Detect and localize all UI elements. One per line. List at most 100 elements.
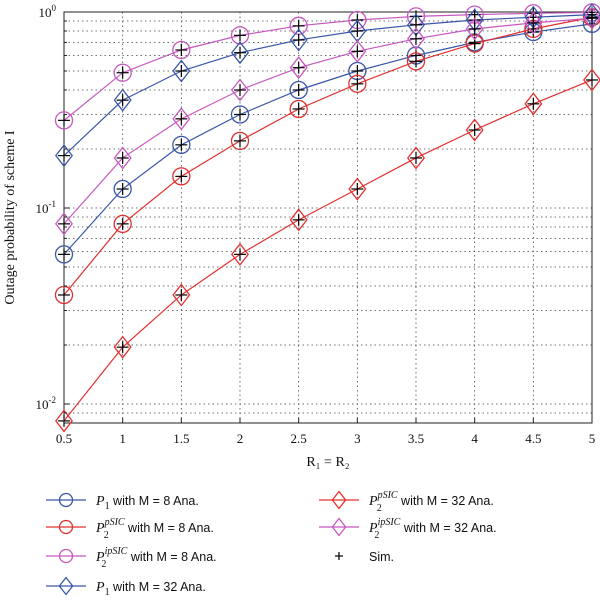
legend-label: PipSIC 2 with M = 32 Ana.	[368, 517, 497, 541]
circle-marker	[113, 214, 132, 234]
plus-marker	[292, 102, 305, 115]
plus-marker	[58, 248, 70, 261]
plus-marker	[527, 16, 540, 29]
diamond-marker	[230, 41, 250, 65]
legend-item: P1 with M = 32 Ana.	[46, 576, 206, 598]
circle-marker	[230, 131, 250, 151]
circle-marker	[230, 26, 250, 45]
plus-marker	[116, 94, 129, 107]
plus-marker	[234, 108, 246, 121]
plus-marker	[351, 77, 364, 90]
diamond-marker	[54, 144, 74, 168]
legend-label: PpSIC 2 with M = 32 Ana.	[368, 490, 494, 514]
plus-marker	[175, 288, 188, 301]
plus-marker	[351, 24, 364, 37]
series-4	[54, 3, 600, 168]
diamond-marker	[230, 78, 250, 102]
plus-marker	[292, 61, 305, 74]
plus-marker	[234, 46, 246, 59]
plus-marker	[351, 45, 364, 58]
circle-marker	[289, 99, 308, 119]
plus-marker	[58, 149, 70, 162]
x-tick-label: 2	[237, 431, 244, 446]
plus-marker	[410, 151, 422, 164]
diamond-marker	[58, 576, 74, 596]
circle-marker	[289, 80, 308, 100]
plus-marker	[175, 170, 188, 183]
x-tick-label: 5	[589, 431, 596, 446]
x-tick-label: 0.5	[56, 431, 72, 446]
plus-marker	[234, 248, 246, 261]
y-axis-label: Outage probability of scheme I	[3, 130, 18, 305]
diamond-marker	[54, 212, 74, 236]
diamond-marker	[582, 68, 600, 92]
plus-marker	[335, 552, 343, 560]
plus-marker	[410, 32, 422, 45]
diamond-marker	[348, 39, 367, 63]
circle-marker	[54, 245, 74, 264]
diamond-marker	[289, 208, 308, 232]
plus-marker	[351, 183, 364, 196]
diamond-marker	[230, 242, 250, 266]
diamond-marker	[331, 490, 347, 510]
series-line	[63, 13, 593, 157]
circle-marker	[113, 63, 132, 82]
plus-marker	[116, 66, 129, 79]
plus-marker	[586, 73, 598, 86]
diamond-marker	[172, 59, 191, 83]
x-tick-label: 1.5	[173, 431, 189, 446]
plus-marker	[292, 83, 305, 96]
y-tick-label: 10-2	[36, 395, 57, 412]
series-group	[54, 3, 600, 433]
x-tick-label: 4	[471, 431, 478, 446]
legend-item: PpSIC 2 with M = 32 Ana.	[319, 490, 494, 514]
series-5	[54, 68, 600, 433]
diamond-marker	[582, 6, 600, 30]
legend-item: Sim.	[335, 550, 394, 564]
diamond-marker	[54, 409, 74, 433]
plus-marker	[116, 151, 129, 164]
circle-marker	[58, 492, 74, 508]
x-tick-label: 3.5	[408, 431, 424, 446]
diamond-marker	[465, 17, 484, 41]
diamond-marker	[331, 517, 347, 537]
series-line	[63, 16, 593, 296]
plus-marker	[527, 97, 540, 110]
circle-marker	[58, 519, 74, 535]
diamond-marker	[172, 283, 191, 307]
circle-marker	[230, 105, 250, 124]
grid-lines	[64, 12, 592, 423]
plus-marker	[410, 55, 422, 68]
plus-marker	[116, 217, 129, 230]
legend-label: PipSIC 2 with M = 8 Ana.	[95, 546, 217, 570]
plus-marker	[234, 134, 246, 147]
circle-marker	[58, 548, 74, 564]
plus-marker	[175, 65, 188, 78]
plus-marker	[234, 29, 246, 42]
plus-marker	[175, 112, 188, 125]
circle-marker	[54, 111, 74, 130]
legend-label: P1 with M = 32 Ana.	[95, 580, 206, 598]
series-2	[54, 8, 600, 305]
legend-item: PipSIC 2 with M = 8 Ana.	[46, 546, 217, 570]
diamond-marker	[113, 335, 132, 359]
plus-marker	[468, 124, 481, 137]
plus-marker	[58, 114, 70, 127]
plot-area	[63, 11, 593, 424]
plus-marker	[175, 43, 188, 56]
series-1	[54, 14, 600, 264]
diamond-marker	[524, 92, 543, 116]
plus-marker	[468, 22, 481, 35]
diamond-marker	[289, 28, 308, 52]
diamond-marker	[113, 146, 132, 170]
x-tick-label: 1	[119, 431, 126, 446]
legend-label: Sim.	[369, 550, 394, 564]
y-tick-label: 10-1	[36, 199, 57, 216]
diamond-marker	[582, 3, 600, 27]
plus-marker	[175, 138, 188, 151]
legend-item: PpSIC 2 with M = 8 Ana.	[46, 517, 214, 541]
x-tick-label: 2.5	[291, 431, 307, 446]
plus-marker	[58, 217, 70, 230]
plus-marker	[116, 341, 129, 354]
